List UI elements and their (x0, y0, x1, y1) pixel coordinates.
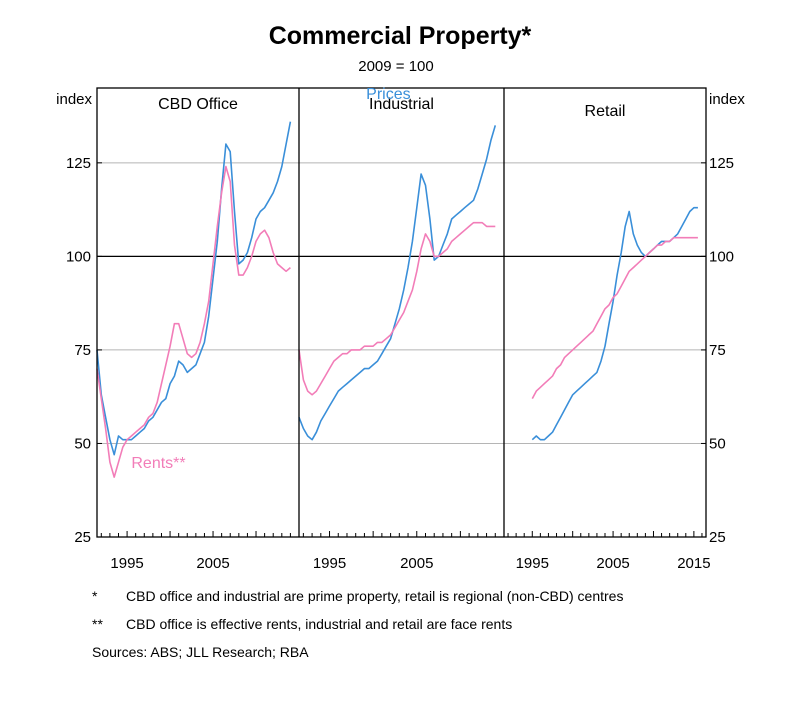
y-tick-label-left: 25 (74, 529, 91, 546)
footnote-asterisk: * CBD office and industrial are prime pr… (92, 586, 732, 606)
series-layer (96, 121, 698, 478)
x-tick-label: 1995 (313, 555, 346, 572)
series-line-rents-0 (96, 165, 291, 478)
y-tick-label-left: 50 (74, 435, 91, 452)
y-tick-label-right: 25 (709, 529, 726, 546)
x-tick-label: 2005 (196, 555, 229, 572)
y-tick-label-right: 75 (709, 342, 726, 359)
y-tick-label-right: 100 (709, 248, 734, 265)
sources-line: Sources: ABS; JLL Research; RBA (92, 644, 309, 660)
panel-title-2: Retail (585, 103, 626, 120)
series-line-prices-1 (298, 125, 497, 441)
y-unit-left: index (56, 91, 92, 108)
x-tick-label: 2005 (596, 555, 629, 572)
footnote-double-asterisk: ** CBD office is effective rents, indust… (92, 614, 732, 634)
chart-notes: * CBD office and industrial are prime pr… (92, 586, 732, 662)
panel-title-0: CBD Office (158, 96, 238, 113)
series-label-rents: Rents** (131, 455, 185, 472)
x-tick-label: 1995 (516, 555, 549, 572)
x-tick-label: 2005 (400, 555, 433, 572)
x-tick-label: 1995 (110, 555, 143, 572)
label-layer: 25 25 50 50 75 75 100 100 125 125 CBD Office 1995 20… (66, 86, 734, 572)
series-line-prices-2 (531, 206, 698, 441)
y-tick-label-right: 125 (709, 155, 734, 172)
footnote-text: CBD office is effective rents, industria… (126, 616, 513, 632)
footnote-mark: ** (92, 616, 103, 632)
chart-subtitle: 2009 = 100 (358, 58, 434, 75)
commercial-property-chart: Commercial Property* 2009 = 100 index in… (56, 22, 745, 572)
footnote-text: CBD office and industrial are prime prop… (126, 588, 624, 604)
series-line-rents-1 (298, 221, 496, 396)
y-unit-right: index (709, 91, 745, 108)
chart-title: Commercial Property* (269, 22, 532, 50)
y-tick-label-right: 50 (709, 435, 726, 452)
series-line-prices-0 (96, 121, 292, 456)
series-line-rents-2 (531, 236, 698, 399)
x-tick-label: 2015 (677, 555, 710, 572)
gridlines (97, 162, 706, 444)
series-label-prices: Prices (366, 86, 410, 103)
plot-border (96, 87, 707, 538)
y-tick-label-left: 75 (74, 342, 91, 359)
y-tick-label-left: 125 (66, 155, 91, 172)
footnote-mark: * (92, 588, 98, 604)
y-tick-label-left: 100 (66, 248, 91, 265)
panel-title-1: Industrial (369, 96, 434, 113)
plot-frame (96, 87, 707, 538)
